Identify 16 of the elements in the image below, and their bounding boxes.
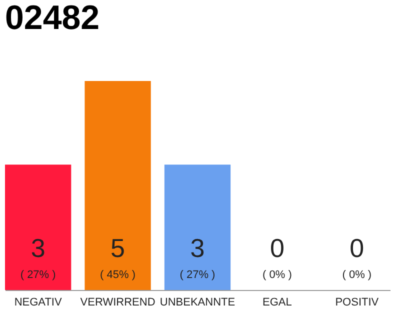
annotation: 3 — [190, 233, 205, 263]
x-tick-label: VERWIRREND — [80, 296, 156, 308]
x-tick-label: UNBEKANNTE — [160, 296, 236, 308]
x-tick-label: EGAL — [262, 296, 292, 308]
data-label: ( 0% ) — [342, 269, 372, 281]
annotation: 5 — [110, 233, 126, 263]
data-label: ( 0% ) — [262, 269, 292, 281]
data-label: ( 45% ) — [100, 269, 136, 281]
annotation: 0 — [270, 233, 284, 263]
data-label: ( 27% ) — [20, 269, 56, 281]
x-tick-label: NEGATIV — [14, 296, 62, 308]
data-label: ( 27% ) — [180, 269, 216, 281]
x-tick-label: POSITIV — [335, 296, 380, 308]
annotation: 0 — [350, 233, 364, 263]
chart-title: 02482 — [5, 0, 100, 37]
annotation: 3 — [30, 233, 46, 263]
